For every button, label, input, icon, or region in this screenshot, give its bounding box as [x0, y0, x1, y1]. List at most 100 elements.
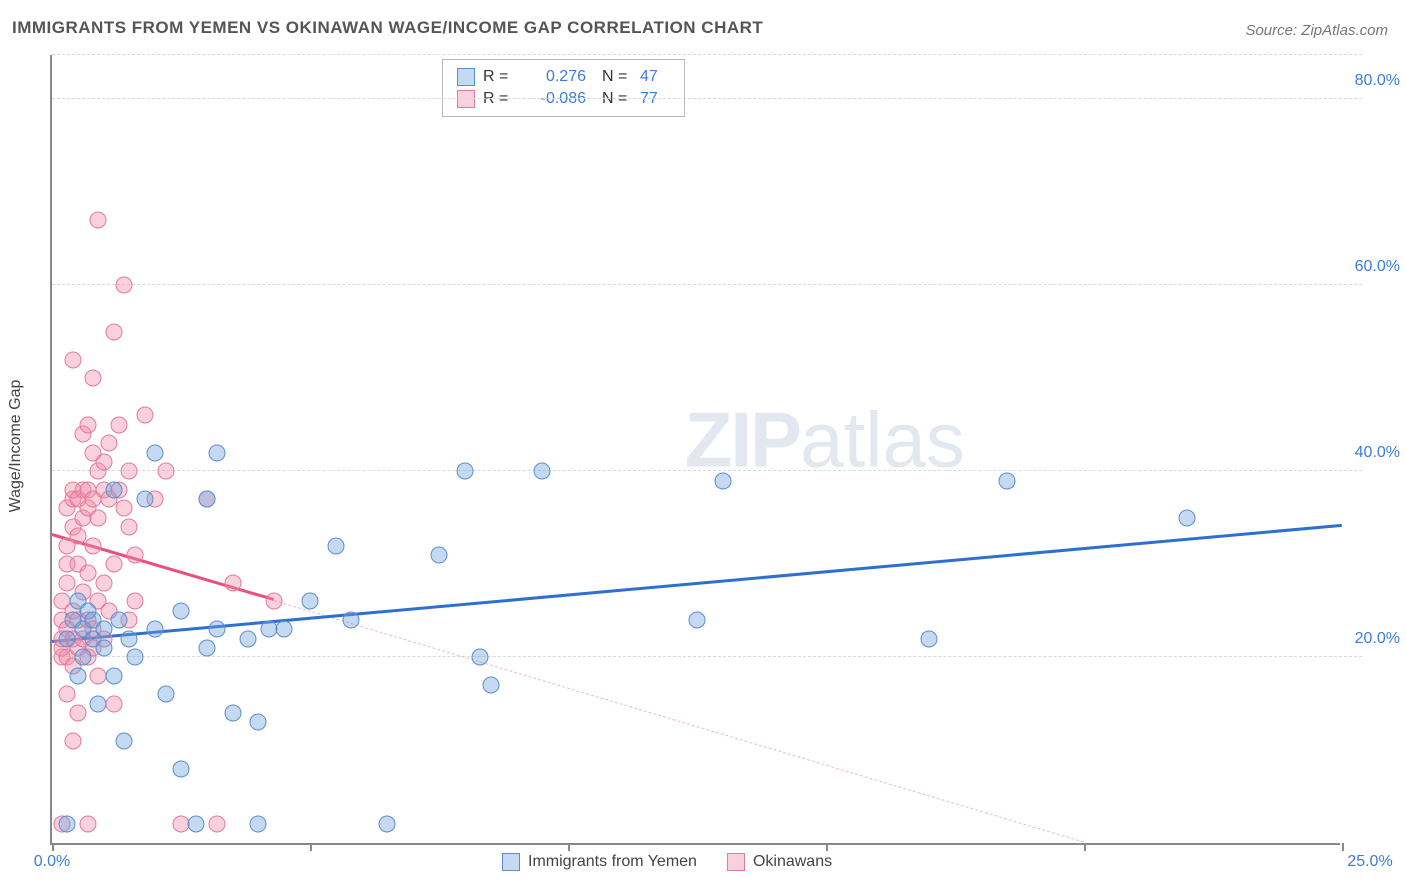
- data-point: [998, 472, 1015, 489]
- data-point: [105, 695, 122, 712]
- data-point: [116, 500, 133, 517]
- data-point: [74, 649, 91, 666]
- n-value-1: 47: [640, 68, 670, 86]
- swatch-series-2: [727, 853, 745, 871]
- gridline: [52, 284, 1362, 285]
- r-value-1: 0.276: [521, 68, 586, 86]
- data-point: [147, 621, 164, 638]
- plot-area: ZIPatlas R = 0.276 N = 47 R = -0.086 N =…: [50, 55, 1340, 845]
- data-point: [198, 491, 215, 508]
- data-point: [260, 621, 277, 638]
- gridline: [52, 470, 1362, 471]
- trend-line: [274, 600, 1084, 843]
- data-point: [95, 621, 112, 638]
- data-point: [105, 481, 122, 498]
- data-point: [379, 816, 396, 833]
- data-point: [111, 416, 128, 433]
- data-point: [173, 816, 190, 833]
- gridline: [52, 656, 1362, 657]
- x-tick: [568, 843, 570, 851]
- data-point: [327, 537, 344, 554]
- x-tick: [826, 843, 828, 851]
- correlation-legend: R = 0.276 N = 47 R = -0.086 N = 77: [442, 59, 685, 117]
- data-point: [69, 528, 86, 545]
- data-point: [59, 574, 76, 591]
- data-point: [714, 472, 731, 489]
- r-label: R =: [483, 68, 513, 86]
- data-point: [59, 816, 76, 833]
- chart-container: IMMIGRANTS FROM YEMEN VS OKINAWAN WAGE/I…: [0, 0, 1406, 892]
- legend-item-series-1: Immigrants from Yemen: [502, 853, 697, 871]
- data-point: [116, 277, 133, 294]
- data-point: [95, 453, 112, 470]
- data-point: [64, 732, 81, 749]
- data-point: [59, 630, 76, 647]
- data-point: [64, 351, 81, 368]
- data-point: [136, 491, 153, 508]
- data-point: [482, 677, 499, 694]
- data-point: [250, 816, 267, 833]
- source-attribution: Source: ZipAtlas.com: [1245, 22, 1388, 39]
- data-point: [188, 816, 205, 833]
- data-point: [80, 565, 97, 582]
- data-point: [90, 695, 107, 712]
- data-point: [90, 667, 107, 684]
- gridline: [52, 98, 1362, 99]
- data-point: [116, 732, 133, 749]
- data-point: [126, 593, 143, 610]
- data-point: [302, 593, 319, 610]
- data-point: [250, 714, 267, 731]
- data-point: [59, 686, 76, 703]
- data-point: [534, 463, 551, 480]
- n-label: N =: [602, 68, 632, 86]
- chart-title: IMMIGRANTS FROM YEMEN VS OKINAWAN WAGE/I…: [12, 18, 763, 38]
- y-tick-label: 80.0%: [1355, 72, 1400, 90]
- x-tick: [1084, 843, 1086, 851]
- data-point: [69, 704, 86, 721]
- data-point: [173, 760, 190, 777]
- data-point: [209, 444, 226, 461]
- data-point: [456, 463, 473, 480]
- data-point: [689, 611, 706, 628]
- y-tick-label: 20.0%: [1355, 630, 1400, 648]
- data-point: [1179, 509, 1196, 526]
- data-point: [95, 574, 112, 591]
- x-tick: [52, 843, 54, 851]
- data-point: [90, 212, 107, 229]
- x-tick-label: 25.0%: [1347, 853, 1392, 871]
- data-point: [343, 611, 360, 628]
- data-point: [198, 639, 215, 656]
- data-point: [173, 602, 190, 619]
- data-point: [921, 630, 938, 647]
- data-point: [276, 621, 293, 638]
- data-point: [209, 621, 226, 638]
- data-point: [105, 556, 122, 573]
- x-tick: [1342, 843, 1344, 851]
- data-point: [111, 611, 128, 628]
- data-point: [95, 639, 112, 656]
- data-point: [85, 537, 102, 554]
- gridline: [52, 54, 1362, 55]
- y-tick-label: 60.0%: [1355, 258, 1400, 276]
- data-point: [431, 546, 448, 563]
- data-point: [472, 649, 489, 666]
- data-point: [80, 816, 97, 833]
- watermark: ZIPatlas: [685, 394, 965, 485]
- data-point: [157, 463, 174, 480]
- data-point: [80, 416, 97, 433]
- data-point: [69, 667, 86, 684]
- data-point: [265, 593, 282, 610]
- data-point: [224, 574, 241, 591]
- data-point: [136, 407, 153, 424]
- data-point: [126, 546, 143, 563]
- data-point: [126, 649, 143, 666]
- data-point: [121, 463, 138, 480]
- data-point: [100, 435, 117, 452]
- data-point: [209, 816, 226, 833]
- swatch-series-1: [457, 68, 475, 86]
- data-point: [157, 686, 174, 703]
- series-2-name: Okinawans: [753, 853, 832, 871]
- data-point: [85, 370, 102, 387]
- data-point: [105, 323, 122, 340]
- data-point: [121, 519, 138, 536]
